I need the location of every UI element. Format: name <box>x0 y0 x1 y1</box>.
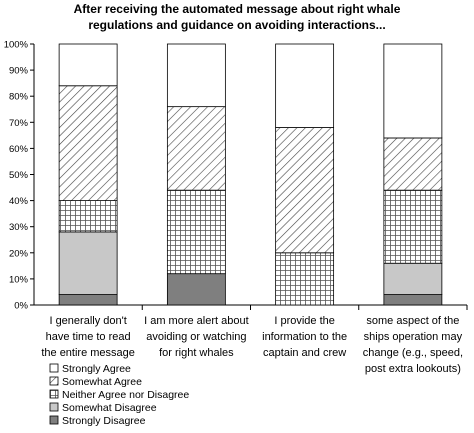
x-category-label: some aspect of the <box>366 315 459 327</box>
legend-label: Somewhat Disagree <box>62 402 157 414</box>
legend-label: Somewhat Agree <box>62 376 142 388</box>
x-category-label: avoiding or watching <box>146 331 246 343</box>
x-category-label: information to the <box>262 331 347 343</box>
bar-segment <box>58 294 118 306</box>
y-tick-label: 30% <box>9 222 29 233</box>
bar-segment <box>383 189 443 264</box>
x-category-label: for right whales <box>159 347 234 359</box>
chart-title-line-2: regulations and guidance on avoiding int… <box>88 18 386 32</box>
x-category-label: ships operation may <box>364 331 463 343</box>
y-tick-label: 0% <box>14 301 28 312</box>
y-tick-label: 20% <box>9 248 29 259</box>
x-category-label: change (e.g., speed, <box>363 347 463 359</box>
bar-segment <box>275 252 335 306</box>
y-tick-label: 10% <box>9 274 29 285</box>
bar-segment <box>383 262 443 295</box>
bar-segment <box>58 43 118 87</box>
y-tick-label: 70% <box>9 118 29 129</box>
y-tick-label: 60% <box>9 144 29 155</box>
legend-swatch <box>49 363 59 373</box>
bar-segment <box>383 294 443 306</box>
y-tick-label: 50% <box>9 170 29 181</box>
legend-label: Strongly Disagree <box>62 415 146 427</box>
bar-segment <box>58 231 118 295</box>
x-category-label: I am more alert about <box>144 315 249 327</box>
y-tick-label: 90% <box>9 66 29 77</box>
legend-swatch <box>49 389 59 399</box>
bar-segment <box>166 189 226 275</box>
x-category-label: have time to read <box>46 331 131 343</box>
x-category-label: the entire message <box>41 347 135 359</box>
x-category-label: post extra lookouts) <box>365 363 461 375</box>
bar-segment <box>383 137 443 191</box>
bar-segment <box>166 43 226 108</box>
x-category-label: captain and crew <box>263 347 346 359</box>
x-category-label: I provide the <box>274 315 335 327</box>
y-tick-label: 80% <box>9 92 29 103</box>
bar-segment <box>166 106 226 191</box>
bar-segment <box>275 127 335 254</box>
legend-label: Neither Agree nor Disagree <box>62 389 189 401</box>
bar-segment <box>275 43 335 128</box>
legend-label: Strongly Agree <box>62 363 131 375</box>
bar-segment <box>58 85 118 201</box>
bar-segment <box>58 200 118 233</box>
x-category-label: I generally don't <box>49 315 126 327</box>
y-tick-label: 40% <box>9 196 29 207</box>
bar-segment <box>166 273 226 306</box>
legend-swatch <box>49 402 59 412</box>
bar-segment <box>383 43 443 139</box>
legend-swatch <box>49 376 59 386</box>
y-tick-label: 100% <box>4 40 29 51</box>
chart-title-line-1: After receiving the automated message ab… <box>73 2 401 16</box>
legend-swatch <box>49 415 59 425</box>
